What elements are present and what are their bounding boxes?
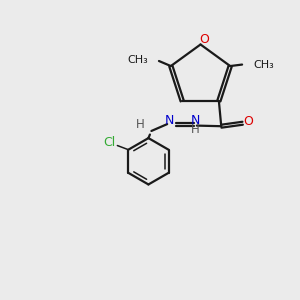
Text: CH₃: CH₃ [127,55,148,64]
Text: Cl: Cl [103,136,115,149]
Text: O: O [199,33,209,46]
Text: H: H [136,118,145,130]
Text: H: H [191,123,200,136]
Text: CH₃: CH₃ [253,60,274,70]
Text: O: O [243,115,253,128]
Text: N: N [191,114,200,127]
Text: N: N [165,114,174,127]
